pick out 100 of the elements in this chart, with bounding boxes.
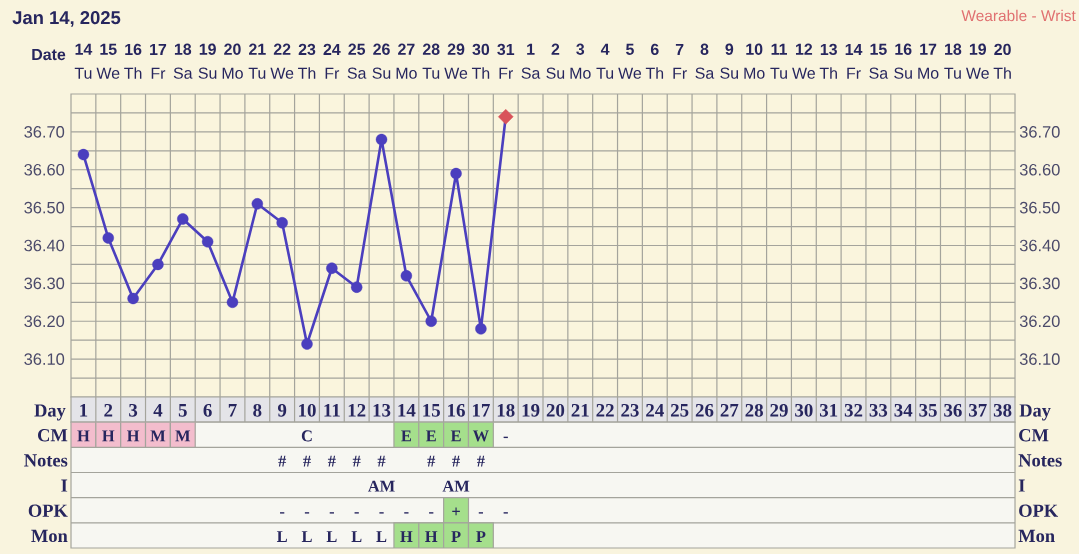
y-tick-label: 36.30 bbox=[24, 277, 65, 290]
point bbox=[350, 281, 363, 293]
text: W bbox=[472, 430, 489, 442]
y-tick-label: 36.20 bbox=[24, 315, 65, 328]
x-axis-title: Date bbox=[32, 49, 66, 61]
text: - bbox=[329, 512, 334, 514]
point bbox=[498, 109, 514, 125]
x-tick-label: 12 We bbox=[792, 43, 815, 79]
x-tick-label: 20 bbox=[546, 403, 565, 417]
text: H bbox=[400, 531, 413, 542]
x-tick-label: 29 We bbox=[444, 43, 468, 79]
point bbox=[152, 258, 164, 271]
point bbox=[127, 292, 139, 305]
text: - bbox=[379, 512, 384, 514]
x-tick-label: 9 bbox=[277, 403, 287, 417]
x-tick-label: 7 bbox=[228, 404, 237, 417]
x-tick-label: 2 Su bbox=[546, 43, 565, 79]
point bbox=[375, 133, 388, 146]
text: # bbox=[477, 455, 485, 467]
x-tick-label: 6 Th bbox=[645, 43, 664, 79]
text: C bbox=[301, 430, 312, 442]
x-tick-label: 19 bbox=[522, 403, 540, 417]
text: - bbox=[404, 512, 409, 514]
text: - bbox=[503, 436, 508, 439]
text: P bbox=[451, 531, 461, 542]
x-tick-label: 10 bbox=[299, 403, 316, 417]
text: E bbox=[426, 430, 436, 442]
x-tick-label: 19 Su bbox=[198, 43, 217, 79]
x-tick-label: 23 bbox=[621, 403, 639, 417]
text: L bbox=[301, 531, 312, 542]
point bbox=[177, 213, 189, 225]
x-tick-label: 1 Sa bbox=[521, 43, 541, 79]
chart-title: Jan 14, 2025 bbox=[12, 11, 121, 27]
x-tick-label: 32 bbox=[844, 403, 863, 417]
x-tick-label: 22 bbox=[596, 403, 614, 417]
x-tick-label: 12 bbox=[348, 403, 366, 417]
point bbox=[425, 315, 437, 327]
x-tick-label: 5 We bbox=[618, 43, 642, 79]
text: # bbox=[278, 455, 287, 467]
x-tick-label: 5 bbox=[178, 404, 187, 417]
text: # bbox=[427, 455, 436, 467]
x-tick-label: 17 Mo bbox=[918, 43, 939, 79]
x-tick-label: 14 bbox=[398, 404, 416, 417]
x-tick-label: 8 bbox=[253, 403, 262, 417]
text: M bbox=[175, 430, 191, 442]
point bbox=[301, 338, 313, 350]
x-tick-label: 25 Sa bbox=[347, 43, 367, 79]
text: E bbox=[450, 430, 461, 442]
x-tick-label: 18 Sa bbox=[173, 43, 193, 79]
x-tick-label: 24 bbox=[646, 403, 664, 417]
x-tick-label: 31 bbox=[819, 403, 838, 417]
x-tick-label: 1 bbox=[80, 404, 88, 417]
text: Day bbox=[34, 404, 66, 421]
x-tick-label: 16 bbox=[448, 403, 465, 417]
text: - bbox=[478, 512, 484, 514]
x-tick-label: 28 bbox=[745, 403, 763, 417]
y-tick-label: 36.10 bbox=[24, 353, 65, 365]
x-tick-label: 33 bbox=[869, 403, 888, 417]
x-tick-label: 30 Th bbox=[471, 43, 490, 79]
text: Wearable - Wrist bbox=[961, 9, 1076, 22]
x-tick-label: 26 Su bbox=[372, 43, 391, 79]
x-tick-label: 14 Tu bbox=[74, 43, 93, 79]
x-tick-label: 13 Th bbox=[819, 43, 837, 79]
point bbox=[450, 167, 462, 180]
text: L bbox=[376, 531, 387, 542]
x-tick-label: 4 bbox=[153, 404, 163, 417]
x-tick-label: 31 Fr bbox=[497, 43, 515, 79]
x-tick-label: 9 Su bbox=[720, 43, 739, 79]
text: M bbox=[150, 430, 166, 442]
x-tick-label: 10 Mo bbox=[744, 43, 765, 79]
x-tick-label: 18 bbox=[497, 403, 515, 417]
text: H bbox=[127, 430, 140, 442]
point bbox=[400, 270, 413, 282]
x-tick-label: 14 Fr bbox=[845, 43, 863, 79]
x-tick-label: 37 bbox=[969, 403, 987, 417]
x-tick-label: 15 We bbox=[96, 43, 120, 79]
point bbox=[251, 198, 264, 210]
x-tick-label: 23 Th bbox=[298, 43, 316, 79]
x-tick-label: 21 Tu bbox=[248, 43, 266, 79]
text: P bbox=[476, 531, 486, 542]
x-tick-label: 34 bbox=[894, 403, 913, 417]
text: H bbox=[102, 430, 115, 442]
x-tick-label: 7 Fr bbox=[673, 43, 687, 79]
x-tick-label: 18 Tu bbox=[944, 43, 962, 79]
x-tick-label: 26 bbox=[695, 403, 714, 417]
point bbox=[77, 148, 90, 161]
x-tick-label: 4 Tu bbox=[596, 43, 614, 79]
y-tick-label: 36.60 bbox=[24, 163, 65, 176]
x-tick-label: 29 bbox=[770, 403, 788, 417]
x-tick-label: 11 bbox=[324, 404, 340, 417]
x-tick-label: 30 bbox=[795, 403, 813, 417]
point bbox=[102, 232, 114, 244]
text: - bbox=[304, 512, 310, 514]
text: AM bbox=[442, 480, 470, 492]
y-tick-label: 36.50 bbox=[24, 201, 65, 214]
y-tick-label: Mon bbox=[1018, 529, 1055, 543]
text: # bbox=[303, 455, 311, 467]
x-tick-label: 3 bbox=[129, 403, 138, 417]
x-tick-label: 25 bbox=[670, 403, 689, 417]
x-tick-label: 20 Th bbox=[993, 43, 1011, 79]
